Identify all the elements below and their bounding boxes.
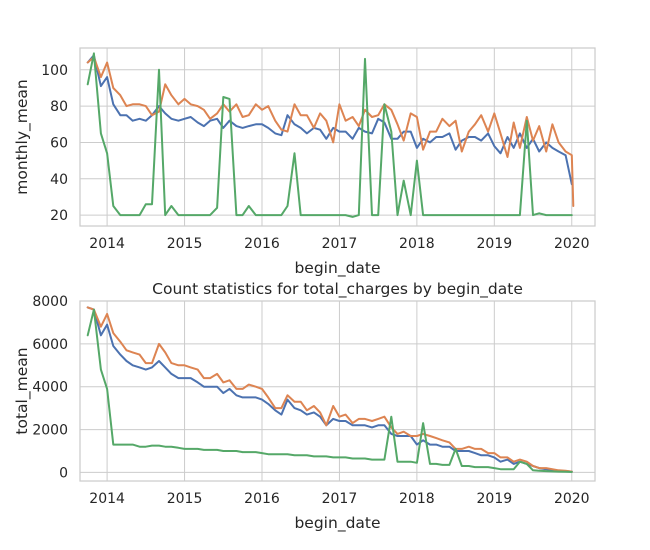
y-tick-label: 8000 [32,294,68,310]
x-tick-label: 2020 [554,236,590,252]
series-line-2 [86,306,573,473]
tick-labels: 2014 2015 2016 2017 2018 2019 2020 0 2000 4000 600… [32,294,589,507]
gridlines [80,48,595,226]
plot-frame [79,47,596,227]
chart-title: Count statistics for total_charges by be… [152,280,523,299]
x-tick-label: 2018 [399,491,435,507]
x-tick-label: 2016 [244,491,280,507]
x-tick-label: 2015 [167,236,203,252]
y-tick-label: 80 [50,99,68,115]
plot-frame [79,300,596,482]
series-line-3 [86,308,573,473]
y-tick-label: 6000 [32,337,68,353]
gridlines [80,300,595,481]
series-line-1 [86,306,573,473]
x-tick-label: 2014 [89,491,125,507]
x-axis-label: begin_date [294,514,380,533]
y-tick-label: 100 [41,63,68,79]
series-lines [86,306,573,473]
y-tick-label: 4000 [32,380,68,396]
x-axis-label: begin_date [294,259,380,278]
y-tick-label: 2000 [32,423,68,439]
x-tick-label: 2019 [477,236,513,252]
x-tick-label: 2018 [399,236,435,252]
x-tick-label: 2017 [322,491,358,507]
series-line-3 [86,52,573,218]
y-tick-label: 60 [50,135,68,151]
y-tick-label: 20 [50,208,68,224]
chart-monthly-mean: 2014 2015 2016 2017 2018 2019 202020406080100 … [13,47,596,278]
x-tick-label: 2014 [89,236,125,252]
x-tick-label: 2015 [167,491,203,507]
y-axis-label: total_mean [13,347,32,434]
chart-total-mean: 2014 2015 2016 2017 2018 2019 2020 0 2000 4000 600… [13,280,596,533]
y-tick-label: 40 [50,172,68,188]
x-tick-label: 2016 [244,236,280,252]
series-lines [86,52,575,218]
series-line-2 [86,56,575,207]
x-tick-label: 2019 [477,491,513,507]
x-tick-label: 2017 [322,236,358,252]
x-tick-label: 2020 [554,491,590,507]
y-axis-label: monthly_mean [13,79,32,195]
y-tick-label: 0 [59,465,68,481]
